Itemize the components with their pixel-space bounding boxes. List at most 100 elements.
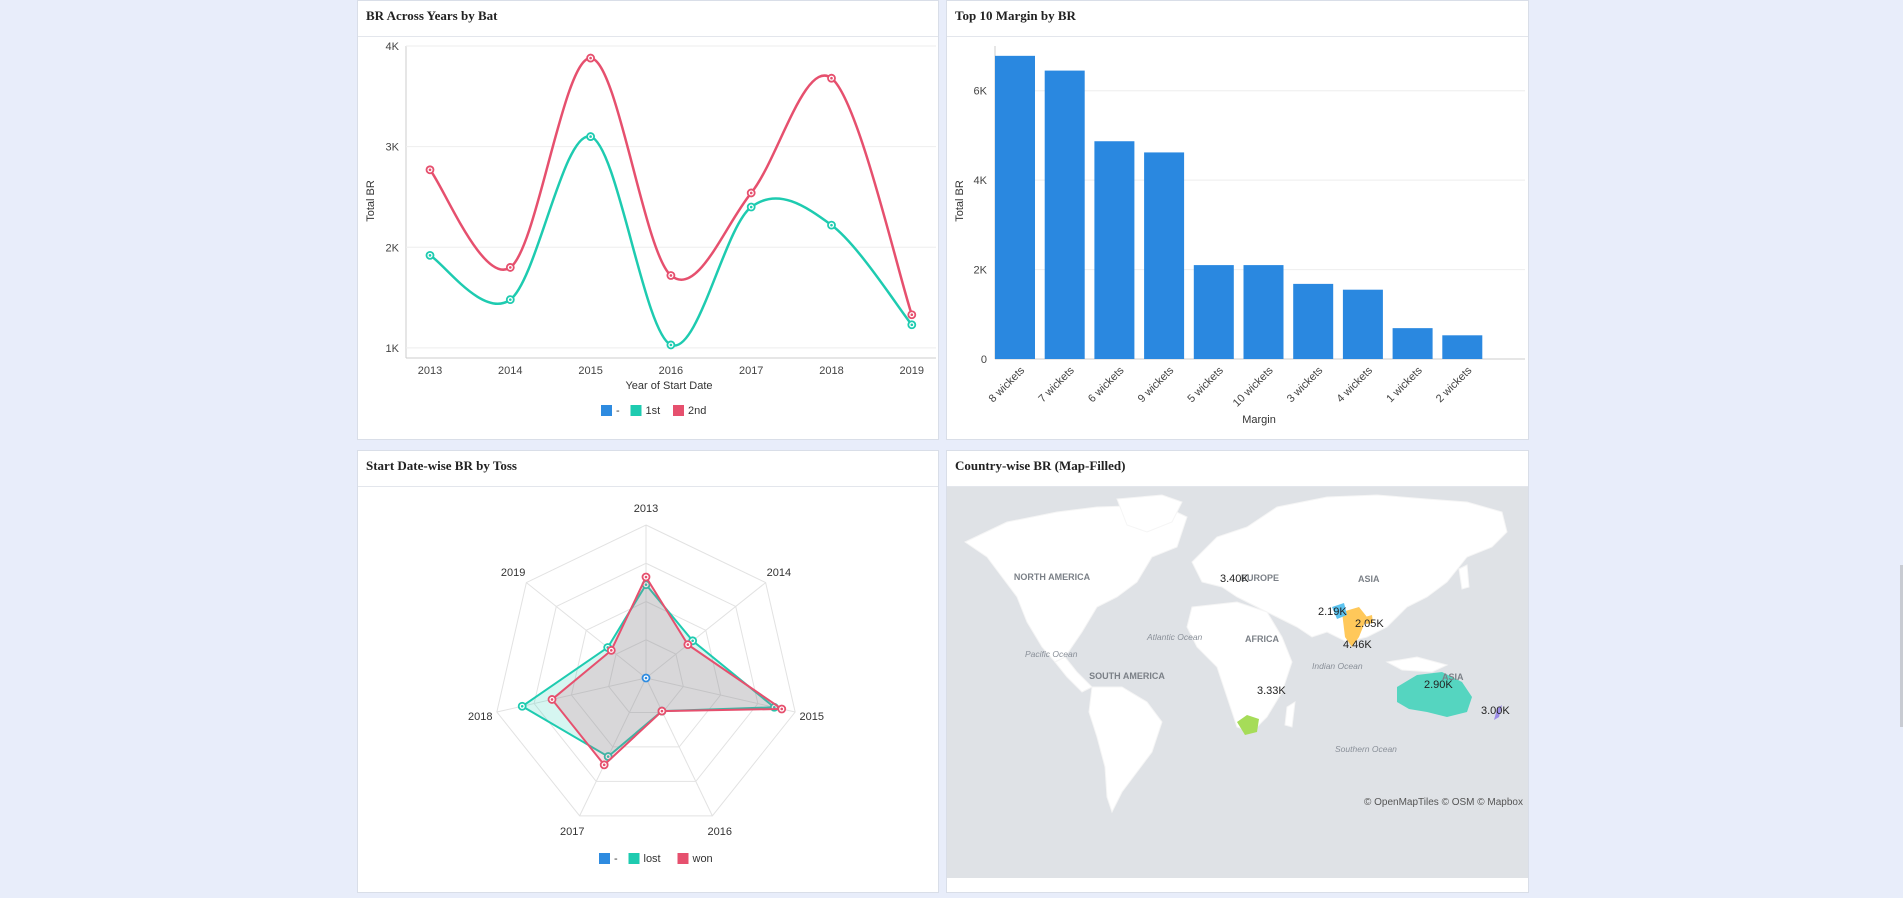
x-tick-label: 2 wickets xyxy=(1434,364,1475,405)
bangladesh-value: 2.05K xyxy=(1355,618,1384,630)
england-value: 3.40K xyxy=(1220,573,1249,585)
legend-label: 1st xyxy=(646,405,661,417)
data-point-dot xyxy=(830,223,833,227)
panel-title: Country-wise BR (Map-Filled) xyxy=(955,458,1126,473)
bar-chart-panel: Top 10 Margin by BR 0 2K 4K 6K 8 wickets 7 wi… xyxy=(946,0,1529,440)
data-point-dot xyxy=(660,709,664,713)
indian-ocean-label: Indian Ocean xyxy=(1312,661,1363,671)
y-axis-title: Total BR xyxy=(365,180,377,222)
y-tick-label: 4K xyxy=(974,175,988,187)
new-zealand-filled[interactable] xyxy=(1494,705,1502,720)
eurasia-shape xyxy=(1191,494,1508,643)
legend-label: 2nd xyxy=(688,405,706,417)
radar-series-lost xyxy=(520,582,777,758)
india-value: 4.46K xyxy=(1343,639,1372,651)
x-tick-label: 4 wickets xyxy=(1335,364,1376,405)
data-point-dot xyxy=(669,274,673,277)
south-america-label: SOUTH AMERICA xyxy=(1089,671,1165,681)
north-america-label: NORTH AMERICA xyxy=(1014,572,1091,582)
line-chart-panel: BR Across Years by Bat 1K 2K 3K 4K 2013 2014 2… xyxy=(357,0,939,440)
data-point-dot xyxy=(589,135,592,138)
radar-grid-ring xyxy=(533,562,759,782)
radar-grid-ring xyxy=(570,600,722,748)
radar-axis-label: 2013 xyxy=(634,503,658,515)
india-filled[interactable] xyxy=(1342,607,1367,647)
y-axis-title: Total BR xyxy=(954,180,966,222)
data-point-dot xyxy=(589,56,592,60)
radar-grid-ring xyxy=(608,639,684,713)
south-africa-filled[interactable] xyxy=(1237,715,1259,735)
x-tick-label: 1 wickets xyxy=(1384,364,1425,405)
x-tick-label: 2014 xyxy=(498,365,522,377)
australia-filled[interactable] xyxy=(1397,672,1472,717)
legend-swatch xyxy=(630,405,642,416)
x-tick-label: 9 wickets xyxy=(1136,364,1177,405)
x-tick-label: 7 wickets xyxy=(1036,364,1077,405)
x-tick-label: 2018 xyxy=(819,365,843,377)
europe-label: EUROPE xyxy=(1241,573,1279,583)
x-tick-label: 8 wickets xyxy=(987,364,1028,405)
land-masses xyxy=(963,494,1508,814)
x-tick-label: 2013 xyxy=(418,365,442,377)
data-point-dot xyxy=(749,191,753,195)
radar-axis-label: 2017 xyxy=(560,826,584,838)
map-attribution[interactable]: © OpenMapTiles © OSM © Mapbox xyxy=(1364,797,1523,808)
legend-swatch xyxy=(599,853,610,864)
pakistan-value: 2.19K xyxy=(1318,606,1347,618)
north-america-shape xyxy=(963,504,1188,663)
radar-chart: 2013 2014 2015 2016 2017 2018 2019 - lost won xyxy=(468,503,824,865)
x-tick-label: 3 wickets xyxy=(1285,364,1326,405)
pakistan-filled[interactable] xyxy=(1332,603,1347,619)
madagascar-shape xyxy=(1284,701,1296,728)
radar-axis-label: 2015 xyxy=(799,711,823,723)
bar xyxy=(1293,283,1334,359)
x-tick-label: 5 wickets xyxy=(1185,364,1226,405)
data-point-dot xyxy=(830,76,833,80)
data-point-dot xyxy=(606,755,610,758)
radar-spoke xyxy=(645,582,766,679)
x-tick-label: 2017 xyxy=(739,365,763,377)
data-point-dot xyxy=(520,704,524,708)
data-point-dot xyxy=(910,323,914,327)
bar xyxy=(1144,152,1185,359)
data-point-dot xyxy=(509,266,512,269)
bar xyxy=(1193,265,1234,359)
legend-label: - xyxy=(614,853,618,865)
legend-swatch xyxy=(628,853,640,864)
y-tick-label: 2K xyxy=(974,265,988,277)
legend-label: won xyxy=(692,853,713,865)
africa-shape xyxy=(1186,601,1293,733)
radar-spoke xyxy=(579,677,647,817)
bangladesh-filled[interactable] xyxy=(1365,615,1373,624)
pacific-ocean-label: Pacific Ocean xyxy=(1025,649,1078,659)
panel-title: Start Date-wise BR by Toss xyxy=(366,458,517,473)
south-africa-value: 3.33K xyxy=(1257,685,1286,697)
legend-label: - xyxy=(616,405,620,417)
world-map[interactable]: NORTH AMERICA EUROPE ASIA AFRICA SOUTH A… xyxy=(947,487,1528,878)
data-point-dot xyxy=(428,168,432,172)
radar-chart-panel: Start Date-wise BR by Toss 2013 2014 2015 2… xyxy=(357,450,939,893)
data-point-dot xyxy=(669,343,673,347)
africa-label: AFRICA xyxy=(1245,634,1279,644)
southern-ocean-label: Southern Ocean xyxy=(1335,744,1397,754)
data-point-dot xyxy=(644,676,648,680)
radar-spoke xyxy=(526,582,647,679)
x-tick-label: 2015 xyxy=(578,365,602,377)
data-point-dot xyxy=(602,763,606,767)
bar xyxy=(1392,328,1433,359)
data-point-dot xyxy=(550,698,554,701)
page-scrollbar[interactable] xyxy=(1900,565,1903,727)
radar-axis-label: 2019 xyxy=(501,567,525,579)
bar xyxy=(1044,70,1085,359)
y-tick-label: 4K xyxy=(386,41,400,53)
atlantic-ocean-label: Atlantic Ocean xyxy=(1146,632,1203,642)
data-point-dot xyxy=(780,707,784,711)
radar-grid-ring xyxy=(496,524,796,817)
data-point-dot xyxy=(686,643,690,646)
radar-axis-label: 2016 xyxy=(708,826,732,838)
map-panel: Country-wise BR (Map-Filled) NORTH AMERI… xyxy=(946,450,1529,893)
x-tick-label: 2019 xyxy=(900,365,924,377)
legend-swatch xyxy=(673,405,684,416)
series-line-1st xyxy=(429,135,913,347)
legend-swatch xyxy=(677,853,689,864)
